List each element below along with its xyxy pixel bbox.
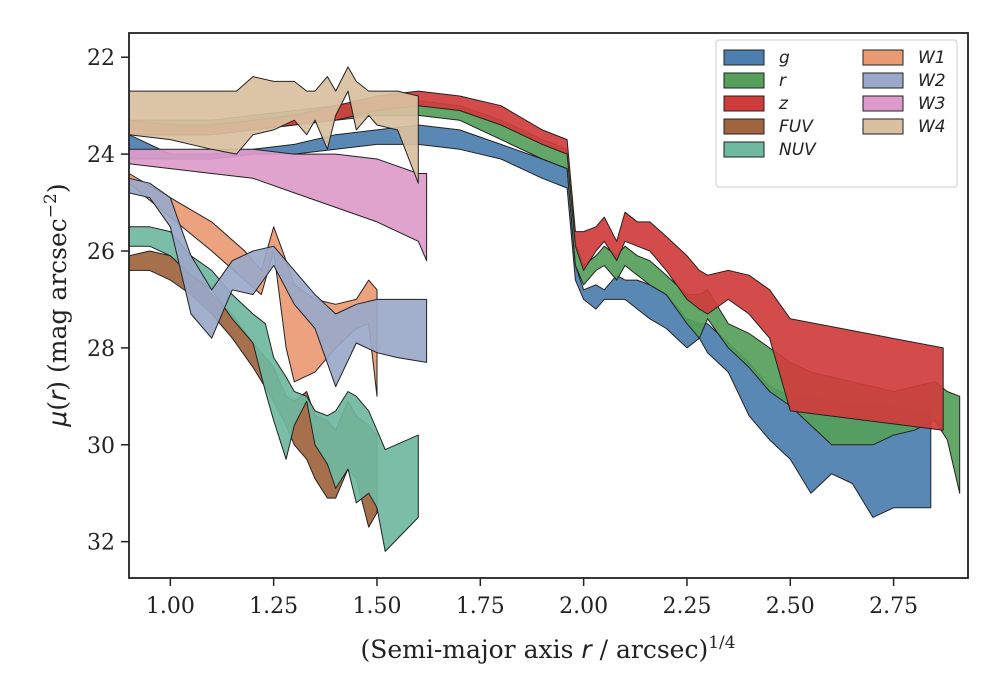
y-tick-label: 30 (87, 434, 115, 459)
x-tick-label: 1.00 (146, 594, 195, 619)
legend-swatch-w2 (862, 72, 904, 89)
legend-swatch-w1 (862, 49, 904, 66)
x-tick-label: 2.25 (662, 594, 711, 619)
plot-frame (128, 32, 969, 579)
legend: grz FUV NUV W1 W2 W3 W4 (715, 39, 958, 188)
chart-areas (128, 66, 961, 552)
x-tick-label: 2.75 (869, 594, 918, 619)
x-tick-label: 2.00 (559, 594, 608, 619)
legend-label-g: g (779, 48, 790, 68)
legend-label-w3: W3 (918, 94, 946, 114)
y-tick-label: 24 (87, 143, 115, 168)
y-tick-label: 26 (87, 240, 115, 265)
x-tick-label: 1.25 (249, 594, 298, 619)
legend-swatch-fuv (723, 118, 765, 135)
y-axis-ticks: 22 24 26 28 30 32 (87, 46, 129, 556)
x-tick-label: 2.50 (766, 594, 815, 619)
series-band-nuv (128, 226, 419, 552)
x-axis-ticks: 1.00 1.25 1.50 1.75 2.00 2.25 2.50 2.75 (146, 578, 918, 619)
y-tick-label: 32 (87, 531, 115, 556)
series-band-w2 (128, 177, 428, 388)
legend-swatch-w4 (862, 118, 904, 135)
series-band-w4 (128, 66, 419, 184)
legend-swatch-w3 (862, 95, 904, 112)
x-tick-label: 1.75 (456, 594, 505, 619)
legend-label-w4: W4 (918, 117, 946, 137)
x-axis-label: (Semi-major axis r / arcsec)1/4 (360, 633, 735, 664)
legend-label-z: z (778, 94, 789, 114)
series-band-w3 (128, 148, 428, 262)
legend-label-w2: W2 (918, 71, 946, 91)
legend-label-nuv: NUV (779, 140, 817, 160)
y-axis-label: μ(r) (mag arcsec−2) (41, 183, 72, 427)
y-tick-label: 22 (87, 46, 115, 71)
x-tick-label: 1.50 (352, 594, 401, 619)
legend-swatch-nuv (723, 141, 765, 158)
legend-label-fuv: FUV (779, 117, 814, 137)
legend-swatch-g (723, 49, 765, 66)
legend-swatch-r (723, 72, 765, 89)
legend-label-w1: W1 (918, 48, 946, 68)
legend-label-r: r (779, 71, 787, 91)
y-tick-label: 28 (87, 337, 115, 362)
legend-swatch-z (723, 95, 765, 112)
